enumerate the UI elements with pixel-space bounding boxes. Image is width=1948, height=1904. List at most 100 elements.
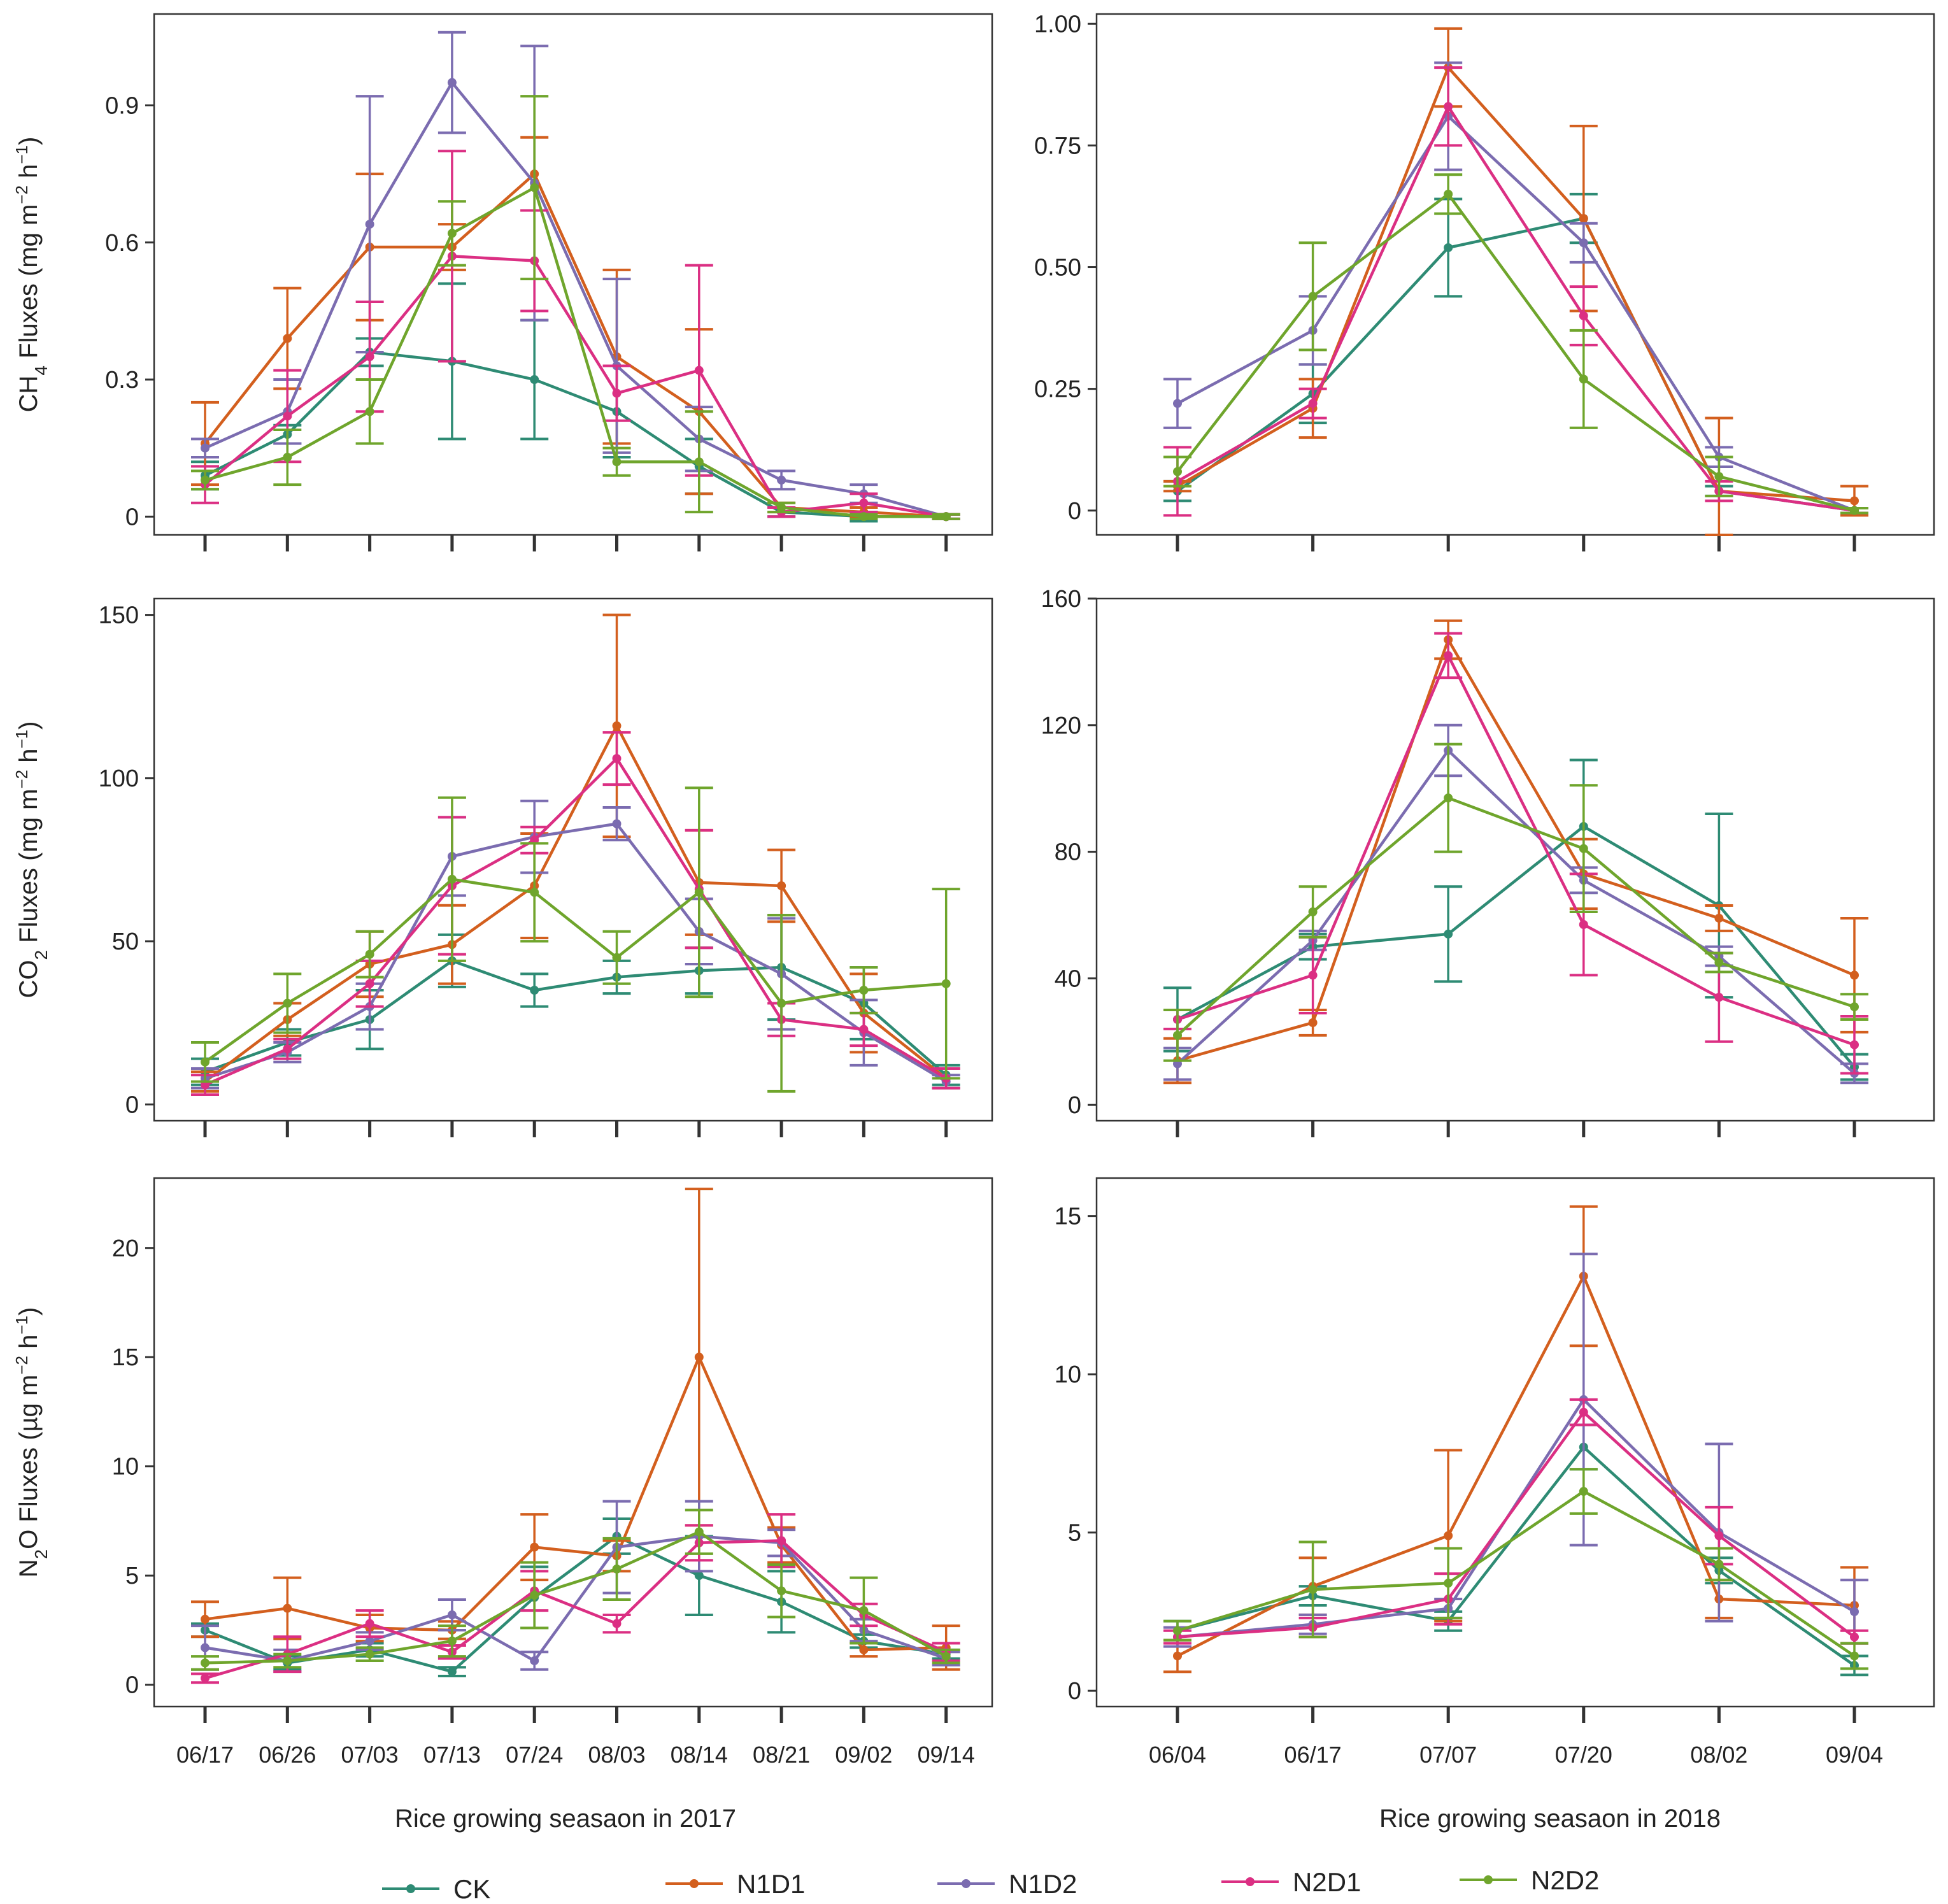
point-n2d2: [283, 1656, 292, 1665]
y-axis-title: CH4 Fluxes (mg m−2 h−1): [12, 137, 51, 413]
x-tick-label: 07/20: [1555, 1742, 1612, 1768]
line-n1d2: [1176, 115, 1855, 512]
point-n1d1: [1444, 1531, 1453, 1540]
point-n2d2: [1173, 1030, 1182, 1040]
point-n1d2: [1173, 399, 1182, 408]
point-n2d2: [777, 502, 786, 512]
y-axis-title-part: −2: [12, 770, 31, 789]
point-n2d1: [1850, 1632, 1859, 1642]
point-n2d2: [530, 183, 539, 192]
panel-co2-2017: 0 50 100 150 CO2 Fluxes (mg m−2 h−1): [12, 597, 993, 1137]
y-axis-title-part: ): [15, 1307, 43, 1316]
point-n2d2: [1714, 1559, 1724, 1569]
x-tick-label: 07/24: [506, 1742, 563, 1768]
point-n1d1: [283, 1603, 292, 1613]
y-tick-label: 20: [112, 1235, 139, 1262]
plot-frame: [153, 1177, 993, 1708]
point-ck: [1444, 929, 1453, 939]
point-n1d2: [447, 1610, 457, 1619]
point-n2d2: [365, 949, 374, 959]
series-n2d2: [191, 786, 960, 1093]
line-n1d2: [204, 81, 947, 518]
y-tick-label: 40: [1055, 965, 1081, 992]
legend-item-n1d1: N1D1: [665, 1869, 805, 1899]
point-n1d1: [777, 881, 786, 890]
point-n2d2: [365, 1649, 374, 1659]
point-n2d2: [859, 986, 869, 995]
legend: CK N1D1 N1D2 N2D1 N2D2: [382, 1865, 1599, 1904]
x-tick-label: 07/07: [1419, 1742, 1477, 1768]
x-tick-label: 08/02: [1690, 1742, 1747, 1768]
series-n1d1: [1163, 27, 1868, 536]
point-n2d2: [1444, 793, 1453, 803]
point-n2d1: [612, 1619, 622, 1628]
point-n1d2: [612, 819, 622, 828]
point-n2d1: [1444, 102, 1453, 111]
point-n1d1: [859, 1645, 869, 1654]
point-n2d1: [859, 1025, 869, 1034]
point-n2d2: [859, 512, 869, 522]
series-n2d2: [1163, 173, 1868, 515]
legend-marker-n2d2: [1484, 1875, 1493, 1884]
point-n2d2: [941, 1652, 951, 1661]
point-n2d1: [694, 366, 704, 375]
x-tick-label: 09/02: [835, 1742, 892, 1768]
point-n2d2: [612, 1564, 622, 1574]
point-n2d1: [1579, 311, 1588, 320]
line-n1d2: [204, 1535, 947, 1663]
line-n1d1: [204, 1355, 946, 1652]
y-tick-label: 50: [112, 928, 139, 955]
point-n2d2: [859, 1606, 869, 1616]
legend-item-n2d1: N2D1: [1221, 1867, 1361, 1897]
point-n2d2: [612, 953, 622, 962]
line-n1d1: [1176, 66, 1855, 502]
point-n1d1: [612, 721, 622, 730]
panel-ch4-2018: 0 0.25 0.50 0.75 1.00: [1034, 11, 1935, 551]
legend-label-ck: CK: [453, 1874, 490, 1904]
y-axis-title-part: h: [15, 749, 43, 770]
legend-label-n2d2: N2D2: [1531, 1865, 1599, 1895]
point-n2d1: [365, 1619, 374, 1628]
point-ck: [530, 986, 539, 995]
x-axis-title-2018: Rice growing seasaon in 2018: [1379, 1805, 1721, 1833]
y-axis-title-part: 4: [31, 366, 51, 376]
point-n2d2: [283, 998, 292, 1008]
point-n2d2: [777, 1586, 786, 1596]
x-tick-label: 06/04: [1149, 1742, 1206, 1768]
point-n2d2: [694, 1527, 704, 1537]
line-n1d2: [1176, 749, 1856, 1075]
line-ck: [204, 350, 946, 518]
point-n2d2: [1714, 472, 1724, 481]
point-n2d2: [365, 407, 374, 416]
y-tick-label: 1.00: [1034, 11, 1081, 38]
y-tick-label: 0.6: [105, 230, 139, 257]
y-axis-title-part: ): [15, 137, 43, 145]
point-n2d1: [1444, 651, 1453, 660]
point-n2d1: [365, 352, 374, 362]
point-n2d2: [1579, 844, 1588, 853]
y-axis-title-part: −1: [12, 145, 31, 164]
line-ck: [1176, 825, 1856, 1068]
y-axis-title-part: −1: [12, 730, 31, 749]
point-n2d2: [1444, 189, 1453, 199]
point-n2d2: [1579, 374, 1588, 384]
point-n2d1: [612, 754, 622, 764]
y-tick-label: 0: [125, 504, 139, 530]
line-n2d2: [1176, 796, 1855, 1037]
y-tick-label: 0: [125, 1672, 139, 1699]
point-n2d2: [612, 457, 622, 467]
y-tick-label: 15: [112, 1344, 139, 1371]
panel-ch4-2017: 0 0.3 0.6 0.9 CH4 Fluxes (mg m−2 h−1): [12, 13, 993, 551]
point-n1d1: [283, 334, 292, 343]
point-n1d2: [777, 475, 786, 485]
legend-label-n2d1: N2D1: [1293, 1867, 1361, 1897]
line-n2d1: [1177, 1410, 1856, 1638]
point-n2d2: [530, 1591, 539, 1600]
y-tick-label: 160: [1041, 586, 1081, 613]
point-n1d1: [201, 1614, 210, 1624]
y-tick-label: 0.50: [1034, 255, 1081, 281]
point-n2d2: [1173, 1626, 1182, 1635]
point-n1d2: [365, 1637, 374, 1646]
line-n2d1: [1177, 654, 1855, 1046]
